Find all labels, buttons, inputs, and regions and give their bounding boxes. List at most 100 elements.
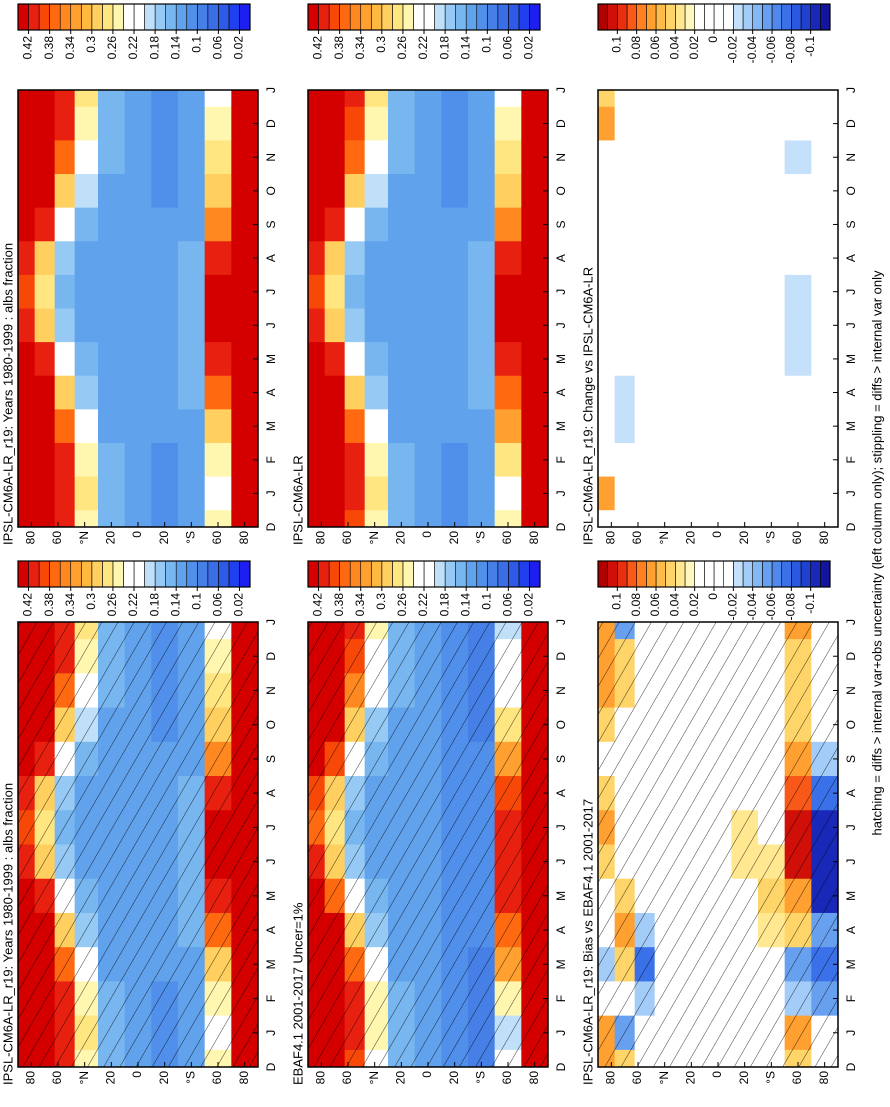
x-tick-label: A	[554, 789, 568, 797]
contour-cell	[614, 240, 636, 275]
contour-cell	[124, 274, 152, 309]
contour-cell	[704, 408, 732, 443]
colorbar-swatch	[144, 560, 156, 588]
contour-cell	[344, 307, 366, 343]
colorbar-label: 0.18	[437, 36, 451, 60]
contour-cell	[324, 341, 346, 376]
colorbar-label: 0.34	[63, 593, 77, 617]
contour-cell	[308, 307, 326, 343]
contour-cell	[54, 475, 76, 511]
x-tick-label: A	[554, 926, 568, 934]
contour-cell	[441, 408, 469, 443]
contour-cell	[414, 341, 442, 376]
contour-cell	[811, 475, 838, 511]
contour-cell	[731, 475, 759, 511]
x-tick-label: M	[844, 891, 858, 901]
colorbar-label: 0.1	[479, 36, 493, 53]
contour-cell	[34, 274, 56, 309]
colorbar-label: 0.02	[232, 593, 246, 617]
y-tick-label: °N	[367, 531, 381, 544]
colorbar-swatch	[228, 3, 240, 31]
colorbar-swatch	[597, 3, 608, 31]
contour-cell	[784, 240, 812, 275]
colorbar-swatch	[196, 3, 209, 31]
colorbar-label: 0.06	[211, 36, 225, 60]
contour-cell	[124, 240, 152, 275]
x-tick-label: M	[264, 959, 278, 969]
contour-cell	[758, 207, 786, 242]
contour-cell	[231, 307, 258, 343]
colorbar-swatch	[742, 560, 753, 588]
y-tick-label: 80	[604, 531, 618, 545]
contour-cell	[731, 207, 759, 242]
colorbar-label: 0.34	[353, 593, 367, 617]
colorbar-swatch	[80, 3, 93, 31]
contour-cell	[811, 207, 838, 242]
contour-cell	[34, 442, 56, 477]
contour-cell	[344, 139, 366, 175]
contour-cell	[468, 307, 496, 343]
contour-cell	[74, 408, 99, 443]
colorbar-swatch	[381, 560, 393, 588]
x-tick-label: N	[844, 686, 858, 695]
colorbar-label: 0.1	[479, 593, 493, 610]
contour-cell	[598, 442, 616, 477]
y-tick-label: °N	[367, 1071, 381, 1084]
y-tick-label: 60	[790, 1071, 804, 1085]
y-tick-label: 80	[24, 1071, 38, 1085]
colorbar-swatch	[713, 560, 724, 588]
contour-cell	[731, 375, 759, 410]
colorbar-swatch	[455, 560, 467, 588]
contour-cell	[634, 442, 656, 477]
colorbar-swatch	[154, 560, 166, 588]
colorbar-label: 0.26	[395, 36, 409, 60]
y-tick-label: 60	[340, 1071, 354, 1085]
contour-cell	[654, 442, 679, 477]
contour-cell	[98, 90, 126, 107]
colorbar-label: 0.08	[629, 593, 643, 617]
x-tick-label: O	[264, 186, 278, 195]
contour-cell	[344, 274, 366, 309]
contour-cell	[34, 240, 56, 275]
colorbar-swatch	[218, 560, 230, 588]
colorbar-swatch	[392, 3, 404, 31]
colorbar-label: 0	[706, 593, 720, 600]
colorbar-swatch	[810, 3, 821, 31]
contour-cell	[34, 375, 56, 410]
contour-cell	[124, 408, 152, 443]
contour-cell	[468, 475, 496, 511]
contour-cell	[388, 240, 416, 275]
contour-cell	[18, 408, 36, 443]
contour-cell	[521, 274, 548, 309]
colorbar-label: 0.04	[668, 36, 682, 60]
colorbar-swatch	[70, 560, 82, 588]
colorbar-swatch	[434, 3, 446, 31]
hatching	[18, 622, 258, 1067]
contour-cell	[18, 375, 36, 410]
contour-cell	[704, 240, 732, 275]
y-tick-label: °N	[657, 1071, 671, 1084]
contour-cell	[784, 106, 812, 141]
x-tick-label: N	[554, 686, 568, 695]
contour-cell	[678, 90, 706, 107]
y-tick-label: 60	[210, 531, 224, 545]
contour-cell	[634, 408, 656, 443]
y-tick-label: 80	[527, 531, 541, 545]
colorbar-label: 0.06	[501, 593, 515, 617]
colorbar-swatch	[360, 560, 372, 588]
colorbar-label: 0.3	[374, 593, 388, 610]
x-tick-label: M	[264, 354, 278, 364]
contour-cell	[598, 375, 616, 410]
contour-cell	[678, 240, 706, 275]
colorbar-swatch	[70, 3, 82, 31]
x-tick-label: J	[554, 87, 568, 93]
colorbar-label: 0.42	[21, 36, 35, 60]
panel-title: IPSL-CM6A-LR_r19: Years 1980-1999 : albs…	[0, 243, 15, 545]
y-tick-label: 20	[104, 531, 118, 545]
contour-cell	[364, 274, 389, 309]
contour-cell	[34, 341, 56, 376]
contour-cell	[811, 106, 838, 141]
colorbar-swatch	[486, 3, 499, 31]
y-tick-label: 60	[500, 1071, 514, 1085]
x-tick-label: M	[554, 959, 568, 969]
